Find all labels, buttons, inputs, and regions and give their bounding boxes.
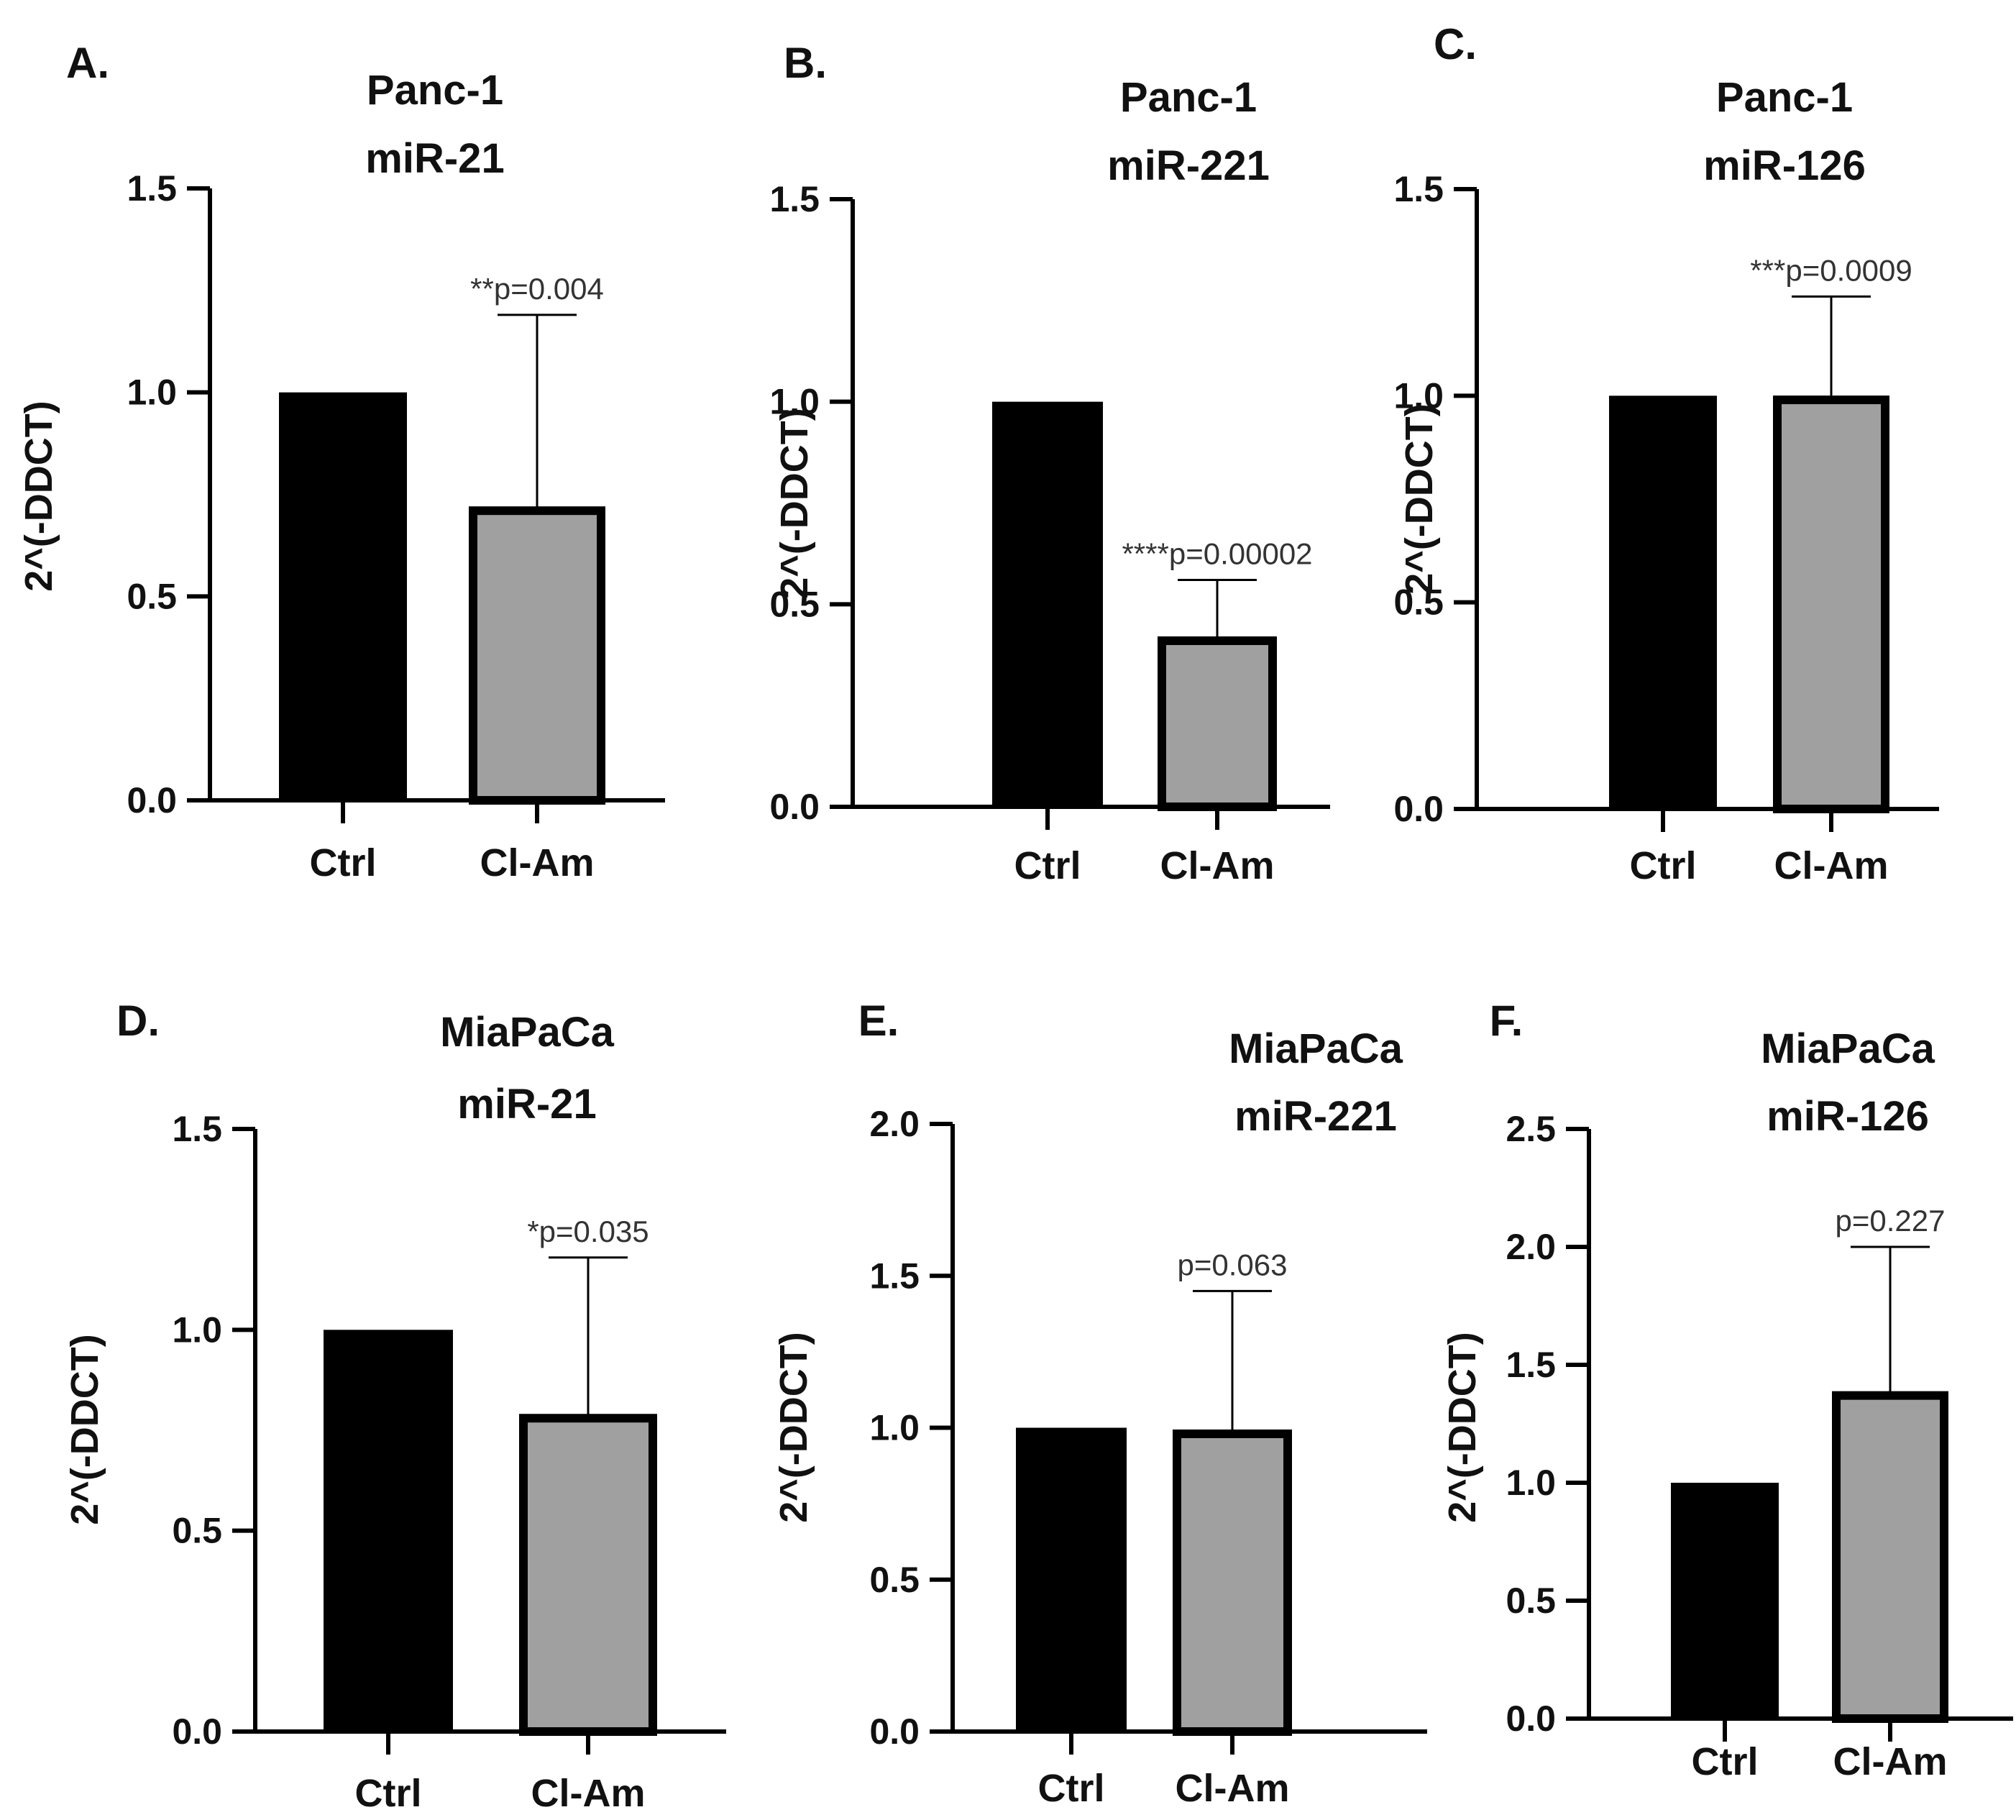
x-category-label: Ctrl: [1014, 844, 1081, 887]
chart-title-line-2: miR-221: [1234, 1093, 1397, 1140]
panel-letter: D.: [116, 997, 160, 1045]
y-axis-label: 2^(-DDCT): [17, 401, 60, 592]
chart-panel-d: D. MiaPaCa miR-21 2^(-DDCT) *p=0.035 0.0 0.5 1.…: [63, 997, 726, 1815]
y-tick-label: 1.5: [127, 168, 177, 209]
y-tick-label: 1.0: [1506, 1463, 1556, 1503]
y-axis-label: 2^(-DDCT): [1441, 1332, 1484, 1523]
bar-clam: [1173, 1429, 1292, 1736]
chart-title-line-1: Panc-1: [1716, 74, 1853, 121]
y-tick-label: 0.5: [869, 1560, 920, 1600]
chart-title-line-1: MiaPaCa: [1229, 1025, 1403, 1072]
y-tick-label: 1.5: [769, 179, 820, 219]
bar-ctrl: [279, 392, 407, 800]
y-tick-label: 0.0: [127, 780, 177, 820]
y-tick-label: 1.5: [1506, 1345, 1556, 1385]
x-category-label: Cl-Am: [1774, 844, 1889, 887]
chart-title-line-1: Panc-1: [367, 67, 503, 114]
p-value-annotation: p=0.063: [1178, 1248, 1288, 1281]
y-tick-label: 0.0: [172, 1711, 222, 1752]
y-tick-label: 0.5: [769, 584, 820, 624]
y-axis-label: 2^(-DDCT): [772, 1332, 815, 1523]
x-category-label: Ctrl: [355, 1772, 422, 1815]
chart-panel-f: F. MiaPaCa miR-126 2^(-DDCT) p=0.227 0.0 0.5 1.…: [1441, 997, 2013, 1783]
chart-title-line-2: miR-126: [1767, 1093, 1929, 1140]
y-axis-label: 2^(-DDCT): [1398, 403, 1441, 595]
y-tick-label: 0.5: [172, 1511, 222, 1551]
chart-title-line-2: miR-21: [365, 135, 504, 182]
y-tick-label: 1.0: [127, 372, 177, 413]
chart-panel-a: A. Panc-1 miR-21 2^(-DDCT) **p=0.004 0.0 0.5 1.…: [17, 39, 665, 884]
y-tick-label: 1.5: [172, 1109, 222, 1149]
p-value-annotation: **p=0.004: [470, 272, 604, 306]
x-category-label: Cl-Am: [1176, 1767, 1290, 1810]
chart-title-line-1: MiaPaCa: [1761, 1025, 1935, 1072]
x-category-label: Ctrl: [1038, 1767, 1105, 1810]
y-axis-label: 2^(-DDCT): [63, 1334, 106, 1525]
x-category-label: Ctrl: [1692, 1740, 1759, 1783]
x-category-label: Cl-Am: [1160, 844, 1275, 887]
bar-ctrl: [992, 401, 1103, 807]
y-tick-label: 1.0: [1393, 375, 1444, 416]
bar-clam: [1773, 395, 1889, 813]
panel-letter: A.: [66, 39, 109, 87]
y-tick-label: 0.0: [769, 787, 820, 827]
x-category-label: Cl-Am: [531, 1772, 646, 1815]
y-tick-label: 2.0: [1506, 1227, 1556, 1267]
panel-letter: F.: [1490, 997, 1524, 1045]
bar-ctrl: [1671, 1483, 1779, 1719]
chart-title-line-2: miR-21: [457, 1081, 596, 1128]
y-tick-label: 0.0: [869, 1711, 920, 1752]
y-tick-label: 1.5: [1393, 169, 1444, 209]
chart-panel-b: B. Panc-1 miR-221 2^(-DDCT) ****p=0.00002 0.0…: [769, 39, 1330, 887]
y-axis-label: 2^(-DDCT): [773, 408, 816, 599]
p-value-annotation: ****p=0.00002: [1122, 537, 1312, 571]
chart-panel-c: C. Panc-1 miR-126 2^(-DDCT) ***p=0.0009 0.0 0.…: [1393, 20, 1939, 887]
x-category-label: Ctrl: [1630, 844, 1697, 887]
chart-title-line-2: miR-126: [1703, 142, 1866, 189]
bar-ctrl: [324, 1330, 453, 1732]
y-tick-label: 0.5: [127, 576, 177, 616]
bar-clam: [469, 506, 605, 805]
bar-clam: [519, 1414, 657, 1736]
y-tick-label: 1.0: [769, 382, 820, 422]
panel-letter: E.: [858, 997, 899, 1045]
y-tick-label: 0.5: [1393, 582, 1444, 623]
y-tick-label: 1.0: [172, 1309, 222, 1350]
x-category-label: Cl-Am: [1833, 1740, 1948, 1783]
bar-clam: [1832, 1391, 1948, 1723]
panel-letter: C.: [1434, 20, 1477, 68]
y-tick-label: 0.0: [1506, 1698, 1556, 1739]
panel-letter: B.: [784, 39, 827, 87]
p-value-annotation: p=0.227: [1836, 1204, 1946, 1238]
y-tick-label: 1.0: [869, 1408, 920, 1448]
y-tick-label: 2.0: [869, 1104, 920, 1144]
chart-title-line-2: miR-221: [1107, 142, 1270, 189]
x-category-label: Cl-Am: [480, 841, 595, 884]
chart-title-line-1: MiaPaCa: [440, 1009, 615, 1056]
y-tick-label: 0.5: [1506, 1581, 1556, 1621]
y-tick-label: 2.5: [1506, 1109, 1556, 1149]
y-tick-label: 0.0: [1393, 789, 1444, 829]
bar-ctrl: [1016, 1427, 1127, 1732]
p-value-annotation: *p=0.035: [527, 1215, 649, 1248]
p-value-annotation: ***p=0.0009: [1750, 253, 1912, 287]
x-category-label: Ctrl: [310, 841, 377, 884]
bar-clam: [1158, 636, 1277, 811]
chart-title-line-1: Panc-1: [1120, 74, 1257, 121]
y-tick-label: 1.5: [869, 1256, 920, 1296]
chart-panel-e: E. MiaPaCa miR-221 2^(-DDCT) p=0.063 0.0 0.5 1.…: [772, 997, 1427, 1810]
bar-ctrl: [1609, 395, 1717, 809]
